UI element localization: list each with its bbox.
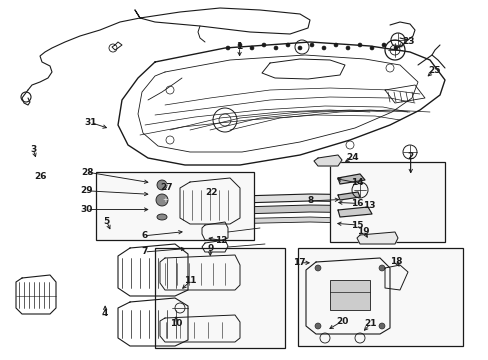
- Text: 14: 14: [350, 179, 363, 188]
- Circle shape: [309, 43, 313, 47]
- Circle shape: [262, 43, 265, 47]
- Polygon shape: [337, 207, 371, 217]
- Circle shape: [225, 46, 229, 50]
- Ellipse shape: [157, 214, 167, 220]
- Bar: [96, 172, 253, 240]
- Bar: [297, 248, 462, 346]
- Bar: [155, 248, 285, 348]
- Circle shape: [333, 43, 337, 47]
- Circle shape: [357, 43, 361, 47]
- Polygon shape: [175, 194, 431, 207]
- Text: 9: 9: [206, 244, 213, 253]
- Polygon shape: [175, 217, 429, 225]
- Circle shape: [369, 46, 373, 50]
- Text: 15: 15: [350, 220, 363, 230]
- Text: 17: 17: [293, 258, 305, 267]
- Text: 13: 13: [363, 202, 375, 210]
- Circle shape: [393, 46, 397, 50]
- Circle shape: [314, 265, 320, 271]
- Text: 12: 12: [215, 236, 227, 245]
- Circle shape: [378, 265, 384, 271]
- Polygon shape: [337, 174, 364, 184]
- Text: 23: 23: [402, 37, 414, 46]
- Polygon shape: [175, 205, 431, 217]
- Text: 16: 16: [350, 199, 363, 208]
- Circle shape: [249, 46, 253, 50]
- Circle shape: [346, 46, 349, 50]
- Circle shape: [381, 43, 385, 47]
- Text: 22: 22: [204, 188, 217, 197]
- Text: 6: 6: [141, 231, 147, 240]
- Text: 1: 1: [236, 42, 242, 51]
- Circle shape: [285, 43, 289, 47]
- Text: 21: 21: [363, 320, 376, 328]
- Circle shape: [314, 323, 320, 329]
- Text: 3: 3: [30, 145, 36, 154]
- Circle shape: [273, 46, 278, 50]
- Text: 18: 18: [389, 256, 402, 266]
- Circle shape: [321, 46, 325, 50]
- Text: 29: 29: [81, 186, 93, 195]
- Text: 11: 11: [184, 276, 197, 285]
- Circle shape: [378, 323, 384, 329]
- Text: 27: 27: [160, 183, 172, 192]
- Text: 2: 2: [407, 152, 413, 161]
- Text: +: +: [162, 197, 167, 203]
- Text: 31: 31: [84, 118, 97, 127]
- Text: 28: 28: [81, 168, 93, 177]
- Text: 4: 4: [102, 309, 108, 318]
- Text: 5: 5: [103, 217, 109, 226]
- Text: 10: 10: [169, 320, 182, 328]
- Circle shape: [156, 194, 168, 206]
- Polygon shape: [337, 192, 359, 200]
- Text: +: +: [162, 182, 167, 188]
- Polygon shape: [356, 232, 397, 244]
- Text: 7: 7: [141, 248, 147, 256]
- Bar: [329, 280, 369, 310]
- Text: 25: 25: [427, 66, 440, 75]
- Circle shape: [157, 180, 167, 190]
- Text: 20: 20: [335, 317, 348, 325]
- Polygon shape: [313, 155, 341, 166]
- Text: 26: 26: [34, 172, 46, 181]
- Text: 19: 19: [357, 227, 369, 236]
- Circle shape: [297, 46, 302, 50]
- Text: 24: 24: [346, 153, 359, 162]
- Bar: [329, 162, 444, 242]
- Text: 8: 8: [307, 197, 313, 206]
- Circle shape: [238, 43, 242, 47]
- Text: 30: 30: [81, 205, 93, 214]
